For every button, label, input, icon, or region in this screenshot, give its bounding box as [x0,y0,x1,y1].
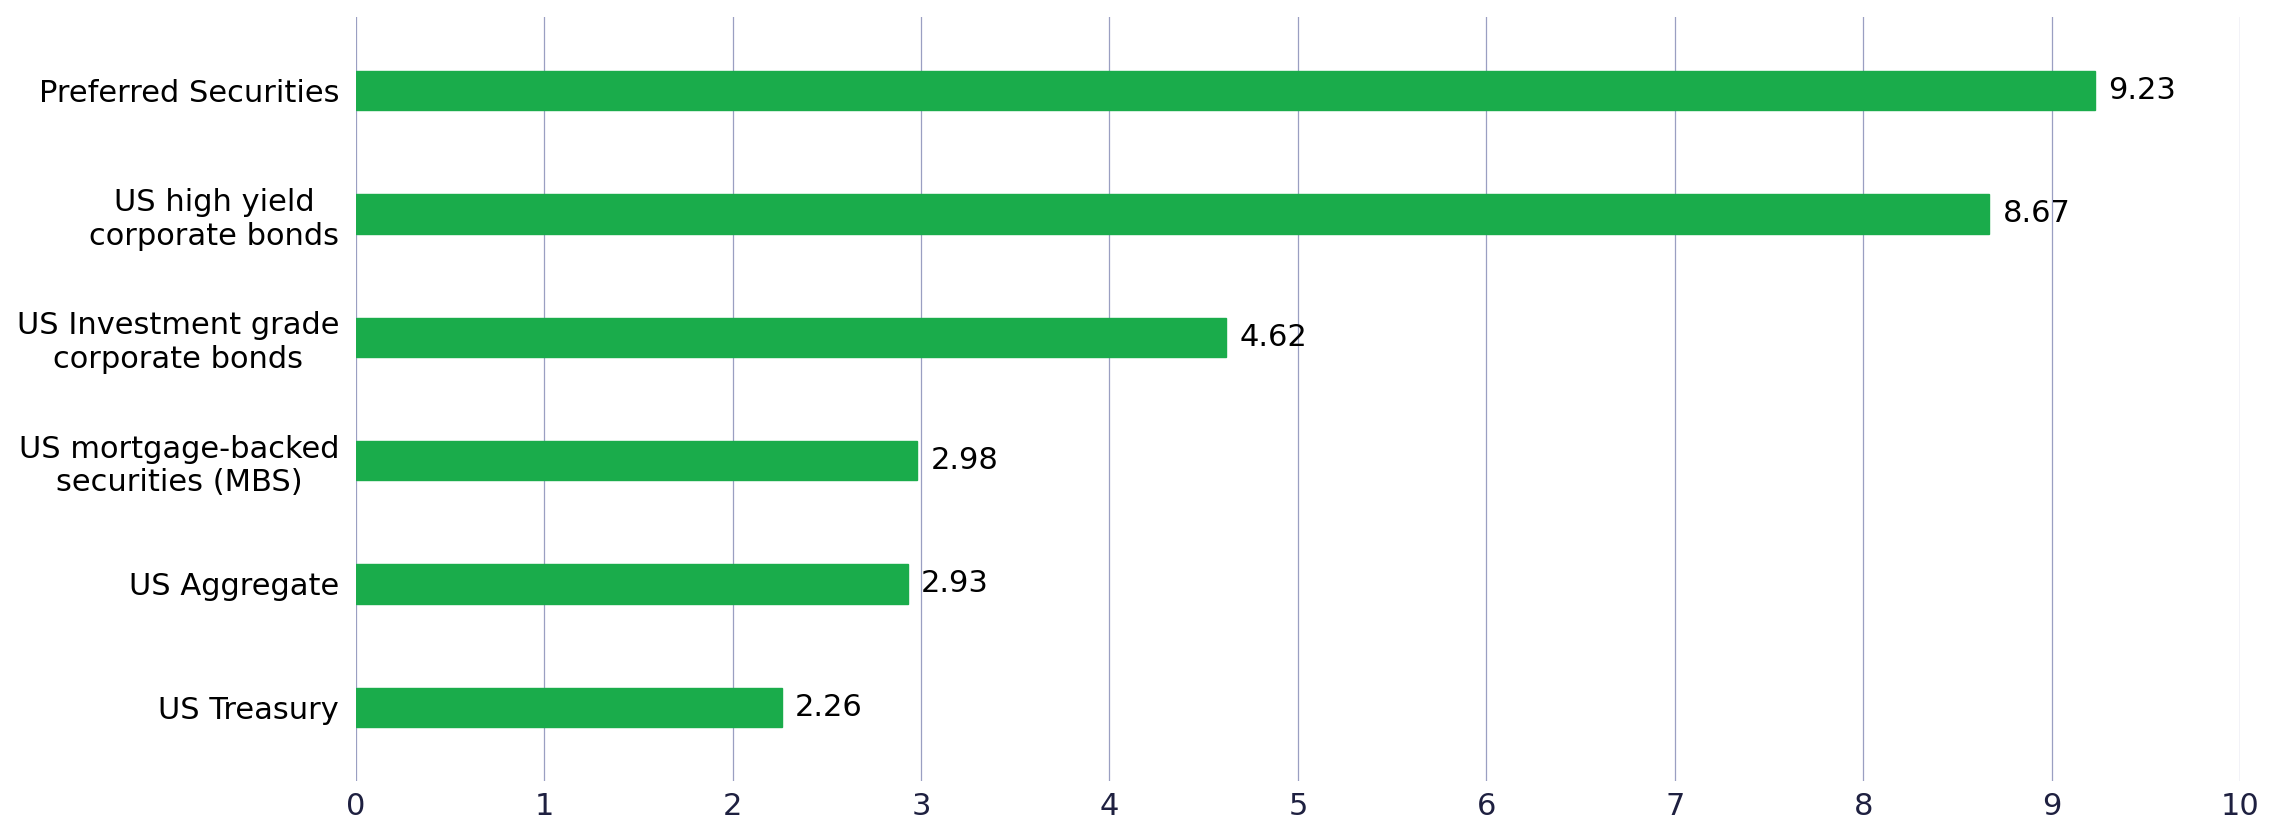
Bar [355,194,1989,234]
Text: 2.93: 2.93 [922,569,990,598]
Bar [355,71,2094,111]
Bar [355,441,917,480]
Text: 4.62: 4.62 [1240,323,1306,352]
Text: 2.98: 2.98 [931,446,999,475]
Bar [355,564,908,603]
Bar [355,687,781,727]
Bar [355,318,1227,357]
Text: 2.26: 2.26 [794,693,863,722]
Text: 9.23: 9.23 [2108,76,2176,105]
Text: 8.67: 8.67 [2003,199,2071,229]
